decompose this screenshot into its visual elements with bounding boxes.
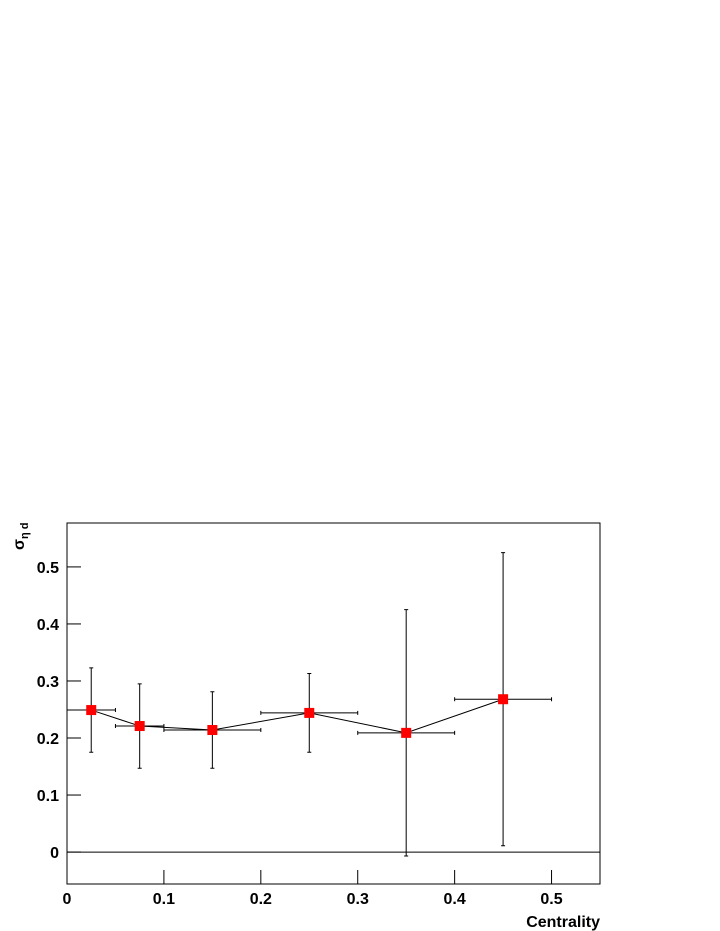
- y-tick-label: 0.3: [37, 674, 59, 691]
- x-tick-label: 0.2: [250, 891, 272, 908]
- y-tick-label: 0.4: [37, 617, 59, 634]
- marker: [304, 707, 315, 718]
- y-tick-label: 0.5: [37, 560, 59, 577]
- marker: [401, 727, 412, 738]
- y-axis-label: ση d: [11, 523, 31, 550]
- y-label-main: σ: [11, 539, 28, 550]
- x-axis-label: Centrality: [526, 914, 600, 931]
- x-tick-label: 0.1: [153, 891, 175, 908]
- series-line: [91, 698, 504, 734]
- plot-frame: [66, 522, 601, 885]
- x-tick-label: 0.4: [444, 891, 466, 908]
- y-tick-label: 0: [50, 845, 59, 862]
- marker: [498, 694, 509, 705]
- y-tick-label: 0.2: [37, 731, 59, 748]
- y-tick-label: 0.1: [37, 788, 59, 805]
- marker: [207, 725, 218, 736]
- x-tick-label: 0.5: [540, 891, 562, 908]
- y-label-sub: η d: [19, 523, 31, 540]
- x-tick-label: 0.3: [347, 891, 369, 908]
- marker: [134, 721, 145, 732]
- marker: [86, 705, 97, 716]
- x-tick-label: 0: [63, 891, 72, 908]
